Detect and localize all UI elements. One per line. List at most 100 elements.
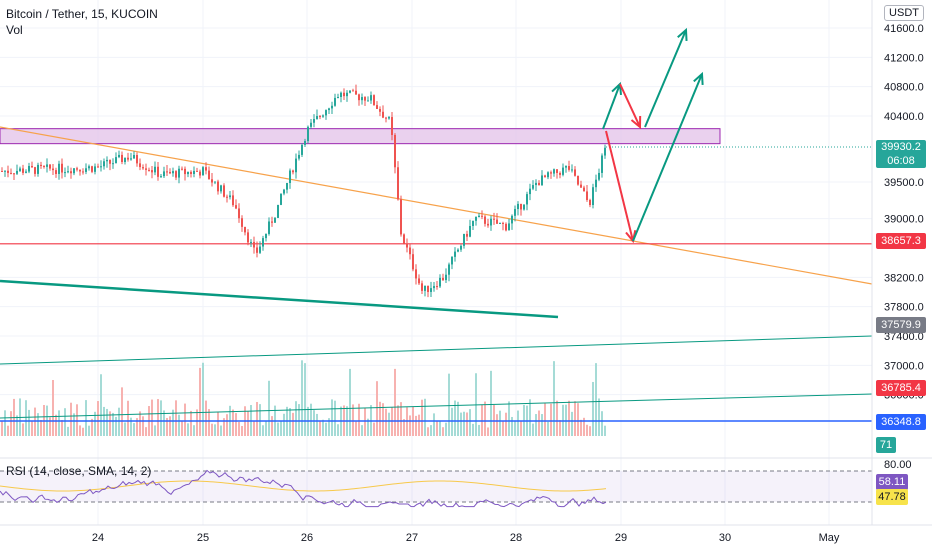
time-axis[interactable]: 24 25 26 27 28 29 30 May bbox=[0, 524, 932, 544]
drawings-layer[interactable] bbox=[0, 27, 873, 422]
volume-bar bbox=[112, 412, 114, 436]
candle-body bbox=[253, 241, 255, 248]
candle-body bbox=[451, 256, 453, 265]
currency-unit-badge[interactable]: USDT bbox=[884, 5, 924, 21]
candle-body bbox=[454, 251, 456, 257]
time-tick-label: 25 bbox=[197, 532, 209, 544]
price-tag[interactable]: 36785.4 bbox=[876, 380, 926, 396]
volume-bar bbox=[541, 414, 543, 436]
volume-bar bbox=[334, 400, 336, 436]
candle-body bbox=[127, 157, 129, 160]
volume-tag[interactable]: 71 bbox=[876, 437, 896, 453]
candle-body bbox=[130, 158, 132, 160]
volume-bar bbox=[556, 400, 558, 436]
volume-bar bbox=[448, 373, 450, 436]
volume-bar bbox=[403, 419, 405, 436]
symbol-title[interactable]: Bitcoin / Tether, 15, KUCOIN bbox=[6, 7, 158, 21]
candle-body bbox=[241, 218, 243, 227]
candle-body bbox=[196, 170, 198, 172]
price-tag[interactable]: 38657.3 bbox=[876, 233, 926, 249]
volume-bar bbox=[442, 427, 444, 436]
arrow-down-2-path bbox=[605, 130, 634, 242]
volume-bar bbox=[310, 403, 312, 436]
candle-body bbox=[361, 97, 363, 101]
volume-bar bbox=[538, 410, 540, 436]
price-tick-label: 41200.0 bbox=[884, 52, 924, 64]
volume-bar bbox=[4, 410, 6, 436]
channel-line-lower bbox=[0, 393, 873, 419]
price-axis[interactable]: 41600.0 41200.0 40800.0 40400.0 39500.0 39000… bbox=[871, 0, 924, 525]
candle-body bbox=[202, 167, 204, 176]
candle-body bbox=[7, 170, 9, 173]
volume-bar bbox=[568, 400, 570, 436]
candle-body bbox=[340, 92, 342, 97]
volume-bar bbox=[355, 421, 357, 436]
price-tag[interactable]: 37579.9 bbox=[876, 317, 926, 333]
volume-bar bbox=[481, 404, 483, 436]
candle-body bbox=[424, 285, 426, 291]
rsi-legend[interactable]: RSI (14, close, SMA, 14, 2) bbox=[6, 464, 152, 478]
volume-bar bbox=[124, 422, 126, 436]
candle-body bbox=[391, 117, 393, 135]
arrow-up-2 bbox=[644, 27, 688, 128]
rsi-value-tag[interactable]: 47.78 bbox=[876, 489, 908, 505]
volume-bar bbox=[223, 418, 225, 436]
candle-body bbox=[295, 158, 297, 173]
rsi-value-tag[interactable]: 58.11 bbox=[876, 474, 908, 490]
candle-body bbox=[586, 191, 588, 200]
volume-bar bbox=[520, 420, 522, 436]
volume-bar bbox=[67, 426, 69, 436]
candle-body bbox=[433, 286, 435, 289]
volume-bar bbox=[466, 412, 468, 436]
candle-body bbox=[481, 215, 483, 217]
volume-bar bbox=[535, 414, 537, 436]
candle-body bbox=[100, 166, 102, 168]
candle-body bbox=[571, 169, 573, 171]
candle-body bbox=[13, 173, 15, 175]
volume-bar bbox=[436, 420, 438, 436]
candle-body bbox=[70, 171, 72, 174]
candle-body bbox=[49, 164, 51, 169]
candle-body bbox=[475, 217, 477, 221]
candle-body bbox=[496, 219, 498, 224]
candle-body bbox=[157, 166, 159, 177]
price-tag[interactable]: 36348.8 bbox=[876, 414, 926, 430]
volume-bar bbox=[592, 381, 594, 436]
candle-body bbox=[154, 166, 156, 173]
candle-body bbox=[583, 187, 585, 192]
candle-body bbox=[463, 233, 465, 246]
candle-body bbox=[358, 94, 360, 101]
volume-label[interactable]: Vol bbox=[6, 23, 23, 37]
candle-body bbox=[124, 157, 126, 162]
candle-body bbox=[19, 168, 21, 171]
candle-body bbox=[472, 220, 474, 226]
candle-body bbox=[535, 182, 537, 186]
price-tag[interactable]: 39930.2 06:08 bbox=[876, 140, 926, 168]
volume-bar bbox=[544, 403, 546, 436]
volume-bar bbox=[400, 402, 402, 436]
candle-body bbox=[565, 166, 567, 168]
candle-body bbox=[136, 155, 138, 164]
volume-bar bbox=[451, 407, 453, 436]
arrow-up-3-head bbox=[693, 71, 704, 86]
volume-bar bbox=[490, 370, 492, 436]
candle-body bbox=[28, 165, 30, 172]
candle-body bbox=[325, 110, 327, 116]
candle-body bbox=[229, 195, 231, 198]
candle-body bbox=[175, 171, 177, 178]
volume-bar bbox=[238, 421, 240, 436]
candle-body bbox=[448, 264, 450, 275]
candle-body bbox=[589, 199, 591, 206]
volume-bar bbox=[313, 410, 315, 436]
volume-bar bbox=[505, 412, 507, 436]
volume-bar bbox=[601, 411, 603, 436]
candle-body bbox=[64, 172, 66, 174]
volume-bar bbox=[529, 399, 531, 436]
candle-body bbox=[469, 225, 471, 237]
volume-bar bbox=[85, 400, 87, 436]
price-tick-label: 40400.0 bbox=[884, 111, 924, 123]
volume-bar bbox=[196, 409, 198, 436]
volume-bar bbox=[385, 408, 387, 436]
candle-body bbox=[559, 172, 561, 175]
